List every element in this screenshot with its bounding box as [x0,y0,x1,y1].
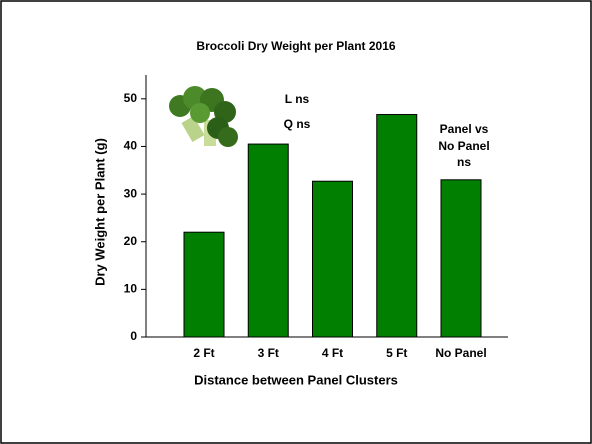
x-axis-label: Distance between Panel Clusters [194,372,398,387]
y-axis-label: Dry Weight per Plant (g) [92,138,107,286]
y-tick-label: 30 [124,186,138,200]
y-tick-label: 10 [124,282,138,296]
chart-title: Broccoli Dry Weight per Plant 2016 [196,39,395,53]
y-tick-label: 20 [124,234,138,248]
bar [376,114,418,338]
bar [183,231,225,338]
bar [312,180,353,338]
x-tick-label: 5 Ft [386,346,407,360]
annotation: No Panel [438,139,489,153]
y-tick-label: 0 [130,329,137,343]
annotation: Panel vs [440,122,489,136]
x-tick-label: 3 Ft [258,346,279,360]
bar [247,143,289,338]
bar [440,179,482,338]
x-tick-label: 4 Ft [322,346,343,360]
y-tick-label: 50 [124,91,138,105]
x-tick-label: No Panel [435,346,486,360]
x-tick-label: 2 Ft [193,346,214,360]
annotation: ns [457,155,471,169]
annotation: Q ns [284,117,311,131]
y-tick-label: 40 [124,139,138,153]
broccoli-icon [169,86,238,147]
annotation: L ns [285,92,310,106]
